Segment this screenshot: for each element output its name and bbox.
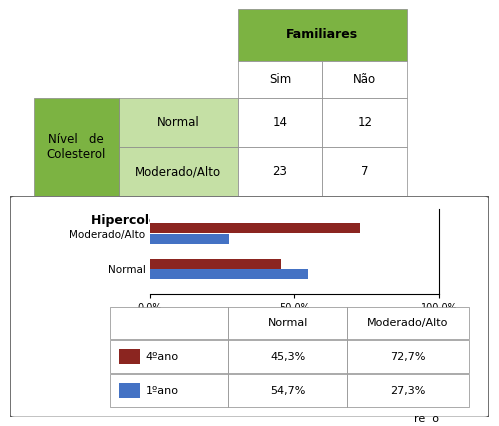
Text: Sim: Sim	[269, 73, 291, 86]
Text: 23: 23	[272, 165, 287, 178]
Text: 14: 14	[272, 116, 287, 130]
Text: Normal: Normal	[267, 318, 308, 328]
Bar	[110, 374, 229, 407]
Bar	[238, 9, 407, 61]
Text: 54,7%: 54,7%	[270, 386, 305, 396]
Bar	[238, 61, 322, 98]
Bar	[347, 340, 469, 373]
Bar	[238, 147, 322, 196]
Text: Hipercolesterolemia: Comparação percentual: Hipercolesterolemia: Comparação percentu…	[91, 214, 408, 227]
Bar	[229, 340, 347, 373]
Text: 12: 12	[357, 116, 372, 130]
Bar	[150, 269, 308, 279]
Bar	[322, 147, 407, 196]
Bar	[229, 307, 347, 340]
Bar	[34, 98, 119, 196]
Bar	[150, 259, 281, 269]
Bar	[238, 98, 322, 147]
Bar	[119, 383, 140, 398]
Text: 45,3%: 45,3%	[270, 352, 305, 362]
Bar	[119, 147, 238, 196]
Text: 4ºano: 4ºano	[146, 352, 179, 362]
Text: 27,3%: 27,3%	[390, 386, 426, 396]
Bar	[34, 61, 238, 98]
Text: Não: Não	[353, 73, 376, 86]
Text: Nível   de
Colesterol: Nível de Colesterol	[47, 133, 106, 161]
Bar	[110, 340, 229, 373]
Text: re  o: re o	[414, 414, 439, 424]
Bar	[150, 223, 360, 233]
Text: 1ºano: 1ºano	[146, 386, 179, 396]
FancyBboxPatch shape	[10, 196, 489, 417]
Bar	[150, 234, 229, 244]
Bar	[119, 349, 140, 364]
Bar	[119, 98, 238, 147]
Text: Familiares: Familiares	[286, 28, 358, 41]
Text: Normal: Normal	[157, 116, 200, 130]
Text: 72,7%: 72,7%	[390, 352, 426, 362]
Text: Moderado/Alto: Moderado/Alto	[367, 318, 449, 328]
Bar	[110, 307, 229, 340]
Bar	[347, 307, 469, 340]
Text: 7: 7	[361, 165, 369, 178]
Bar	[229, 374, 347, 407]
Text: Moderado/Alto: Moderado/Alto	[135, 165, 221, 178]
Bar	[322, 61, 407, 98]
Bar	[347, 374, 469, 407]
Bar	[322, 98, 407, 147]
